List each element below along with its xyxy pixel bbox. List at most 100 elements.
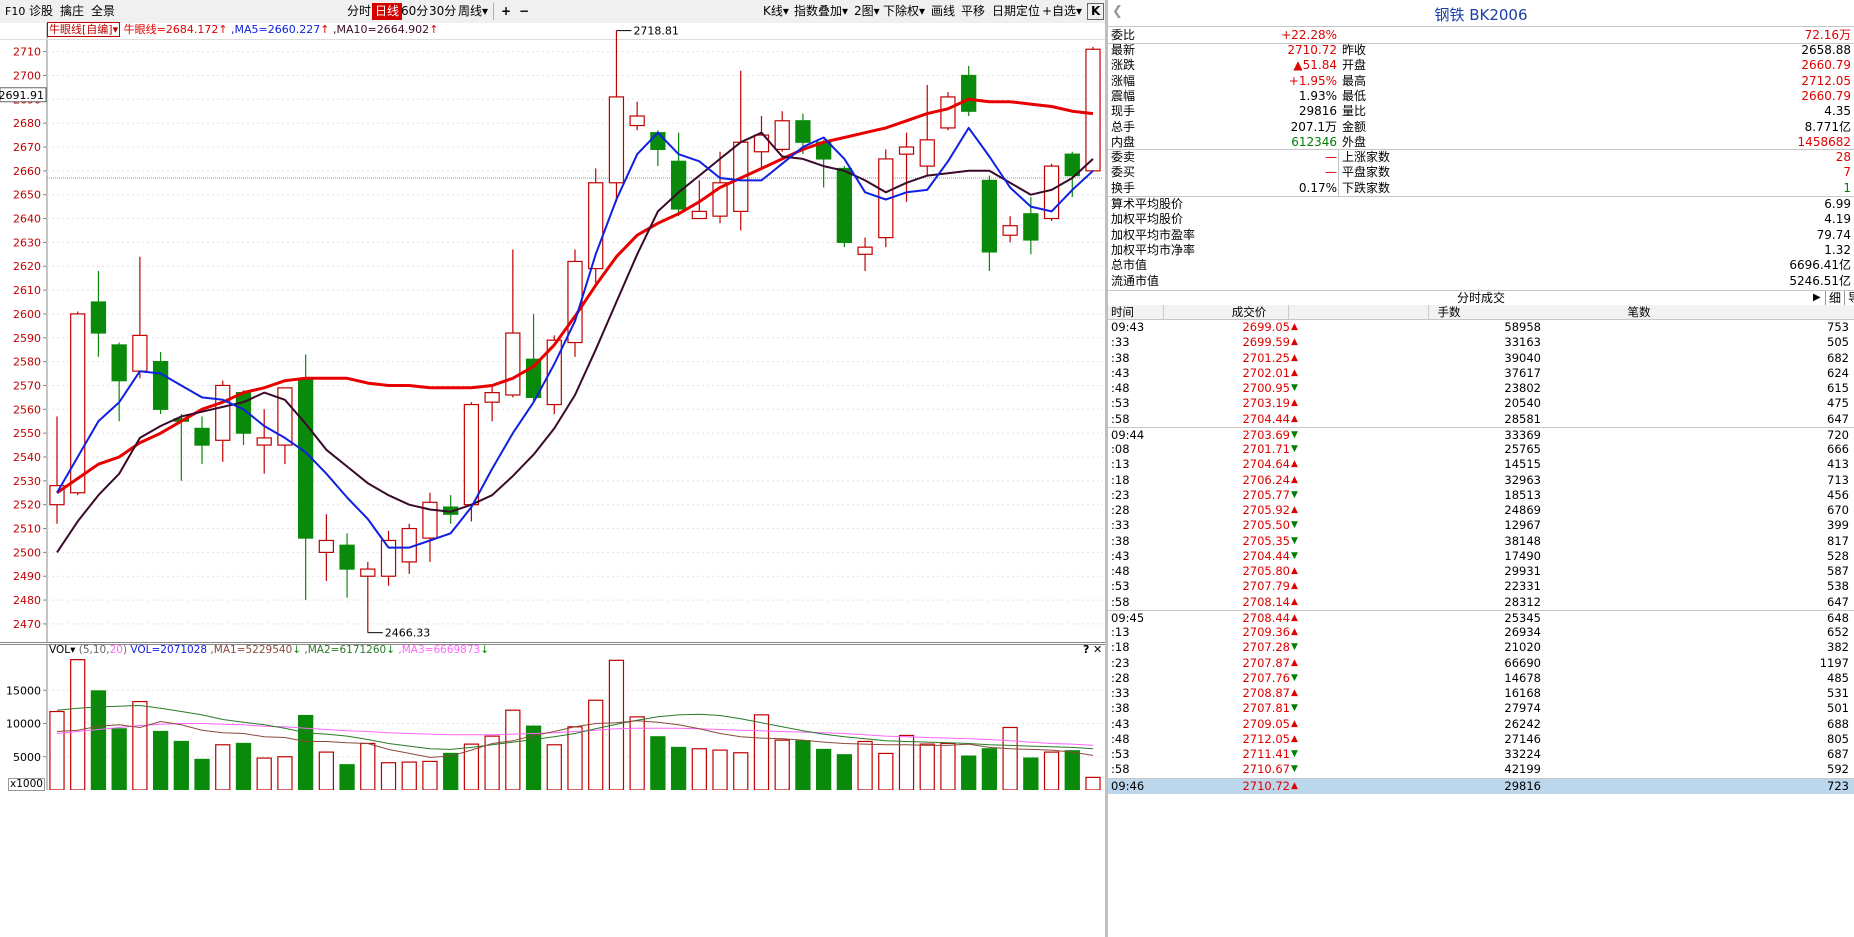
trade-row[interactable]: 09:43 2699.05 ▲ 58958 753 [1108,320,1854,335]
quote-divider [1108,196,1854,197]
niuyan-line [56,97,1094,495]
two-chart-dropdown[interactable]: 2图▾ [854,4,880,18]
volume-chart[interactable]: 5000 10000 15000 [0,644,1105,790]
trade-row[interactable]: :23 2705.77 ▼ 18513 456 [1108,488,1854,503]
vol-ma3-line [56,723,1094,746]
trade-volume: 29816 [1504,778,1541,793]
trade-count: 723 [1827,778,1849,793]
zoom-in-button[interactable]: + [501,4,512,18]
trade-row[interactable]: :48 2700.95 ▼ 23802 615 [1108,381,1854,396]
trade-row[interactable]: :18 2707.28 ▼ 21020 382 [1108,640,1854,655]
vol-params-close: ) [122,644,128,656]
diagnose-button[interactable]: 诊股 [29,4,54,18]
trade-row[interactable]: :28 2705.92 ▲ 24869 670 [1108,503,1854,518]
vol-select[interactable]: VOL▾ [49,644,76,656]
candle-body [836,167,853,243]
detail-button[interactable]: 细 [1825,291,1841,305]
vol-value: VOL=2071028 [130,644,208,656]
intraday-tab[interactable]: 分时 [347,4,372,18]
trade-row[interactable]: :33 2705.50 ▼ 12967 399 [1108,518,1854,533]
candle-body [1023,213,1039,241]
trade-row[interactable]: :48 2712.05 ▲ 27146 805 [1108,732,1854,747]
trade-row[interactable]: :53 2703.19 ▲ 20540 475 [1108,396,1854,411]
candle-body [70,313,86,494]
volume-bar [277,756,293,790]
trade-row[interactable]: :13 2709.36 ▲ 26934 652 [1108,625,1854,640]
trade-row[interactable]: :38 2705.35 ▼ 38148 817 [1108,534,1854,549]
quote-divider [1108,290,1854,291]
weekly-dropdown[interactable]: 周线▾ [458,4,489,18]
trade-price: 2704.64 [1242,457,1290,472]
close-icon[interactable]: ✕ [1093,643,1103,656]
date-locate-button[interactable]: 日期定位 [992,4,1041,18]
trade-row[interactable]: :43 2702.01 ▲ 37617 624 [1108,366,1854,381]
trade-row[interactable]: :58 2708.14 ▲ 28312 647 [1108,595,1854,610]
30min-tab[interactable]: 30分 [429,4,457,18]
price-tick-label: 2590 [13,332,41,345]
vol-ma3-value: ,MA3=6669873 [398,644,481,656]
candlestick-chart[interactable]: 2470 2480 2490 2500 2510 2520 2530 2540 2550 2560… [0,23,1105,643]
trade-row[interactable]: :33 2708.87 ▲ 16168 531 [1108,686,1854,701]
trade-row[interactable]: :53 2707.79 ▲ 22331 538 [1108,579,1854,594]
quote-label: 下跌家数 [1342,180,1391,195]
trade-price: 2711.41 [1242,747,1290,761]
indicator-legend: 牛眼线[自编]▾ 牛眼线=2684.172↑ ,MA5=2660.227↑ ,M… [47,22,438,37]
quote-label: 昨收 [1342,43,1367,57]
quote-value: 28 [1835,150,1851,164]
up-triangle-icon: ▲ [1291,780,1298,791]
trade-count: 615 [1827,381,1849,395]
zoom-out-button[interactable]: − [519,4,530,18]
trade-row[interactable]: :48 2705.80 ▲ 29931 587 [1108,564,1854,579]
play-icon[interactable]: ▶ [1813,292,1821,303]
trade-row[interactable]: :58 2710.67 ▼ 42199 592 [1108,762,1854,777]
quote-panel: ❮ 钢铁 BK2006 委比 +22.28% 72.16万 最新 2710.72 昨收 26… [1108,0,1854,937]
trade-row[interactable]: :13 2704.64 ▲ 14515 413 [1108,457,1854,472]
trade-row[interactable]: :38 2707.81 ▼ 27974 501 [1108,701,1854,716]
ex-rights-dropdown[interactable]: 下除权▾ [883,4,926,18]
trade-row[interactable]: :58 2704.44 ▲ 28581 647 [1108,412,1854,427]
trade-volume: 25765 [1504,442,1541,456]
panorama-button[interactable]: 全景 [91,4,116,18]
watchlist-dropdown[interactable]: +自选▾ [1042,4,1083,18]
back-arrow-icon[interactable]: ❮ [1112,4,1123,19]
trade-row[interactable]: :43 2704.44 ▼ 17490 528 [1108,549,1854,564]
volume-bar [318,751,335,790]
candle-body [795,120,811,143]
60min-tab[interactable]: 60分 [401,4,429,18]
trade-price: 2707.81 [1242,701,1290,716]
trade-volume: 14678 [1504,670,1541,685]
pan-button[interactable]: 平移 [961,4,986,18]
volume-bar [753,714,770,790]
index-overlay-dropdown[interactable]: 指数叠加▾ [794,4,849,18]
up-triangle-icon: ▲ [1291,627,1298,637]
trade-row[interactable]: 09:44 2703.69 ▼ 33369 720 [1108,426,1854,443]
trade-row[interactable]: :18 2706.24 ▲ 32963 713 [1108,473,1854,488]
daily-tab[interactable]: 日线 [372,3,403,20]
trade-price: 2704.44 [1242,548,1290,563]
volume-bar [111,728,127,790]
f10-button[interactable]: F10 [5,5,26,18]
trade-row[interactable]: :08 2701.71 ▼ 25765 666 [1108,442,1854,457]
stat-label: 算术平均股价 [1111,197,1184,211]
candle-body [339,544,355,570]
collapse-panel-button[interactable]: K [1087,3,1105,20]
up-triangle-icon: ▲ [1291,657,1298,668]
trade-row[interactable]: :43 2709.05 ▲ 26242 688 [1108,717,1854,732]
trade-row-latest[interactable]: 09:46 2710.72 ▲ 29816 723 [1108,777,1854,794]
trade-row[interactable]: :53 2711.41 ▼ 33224 687 [1108,747,1854,762]
volume-bar [836,754,853,790]
trade-row[interactable]: :33 2699.59 ▲ 33163 505 [1108,335,1854,350]
price-tick-label: 2600 [13,308,41,321]
trade-row[interactable]: :23 2707.87 ▲ 66690 1197 [1108,656,1854,671]
trade-row[interactable]: 09:45 2708.44 ▲ 25345 648 [1108,609,1854,626]
indicator-select[interactable]: 牛眼线[自编]▾ [47,22,121,37]
draw-line-button[interactable]: 画线 [931,4,956,18]
trade-row[interactable]: :38 2701.25 ▲ 39040 682 [1108,351,1854,366]
panel-divider[interactable] [1105,0,1108,937]
kline-dropdown[interactable]: K线▾ [763,4,789,18]
help-icon[interactable]: ? [1083,643,1090,656]
banker-button[interactable]: 擒庄 [60,4,85,18]
trade-row[interactable]: :28 2707.76 ▼ 14678 485 [1108,671,1854,686]
trade-time: :13 [1111,457,1130,472]
trade-time: :53 [1111,396,1130,411]
